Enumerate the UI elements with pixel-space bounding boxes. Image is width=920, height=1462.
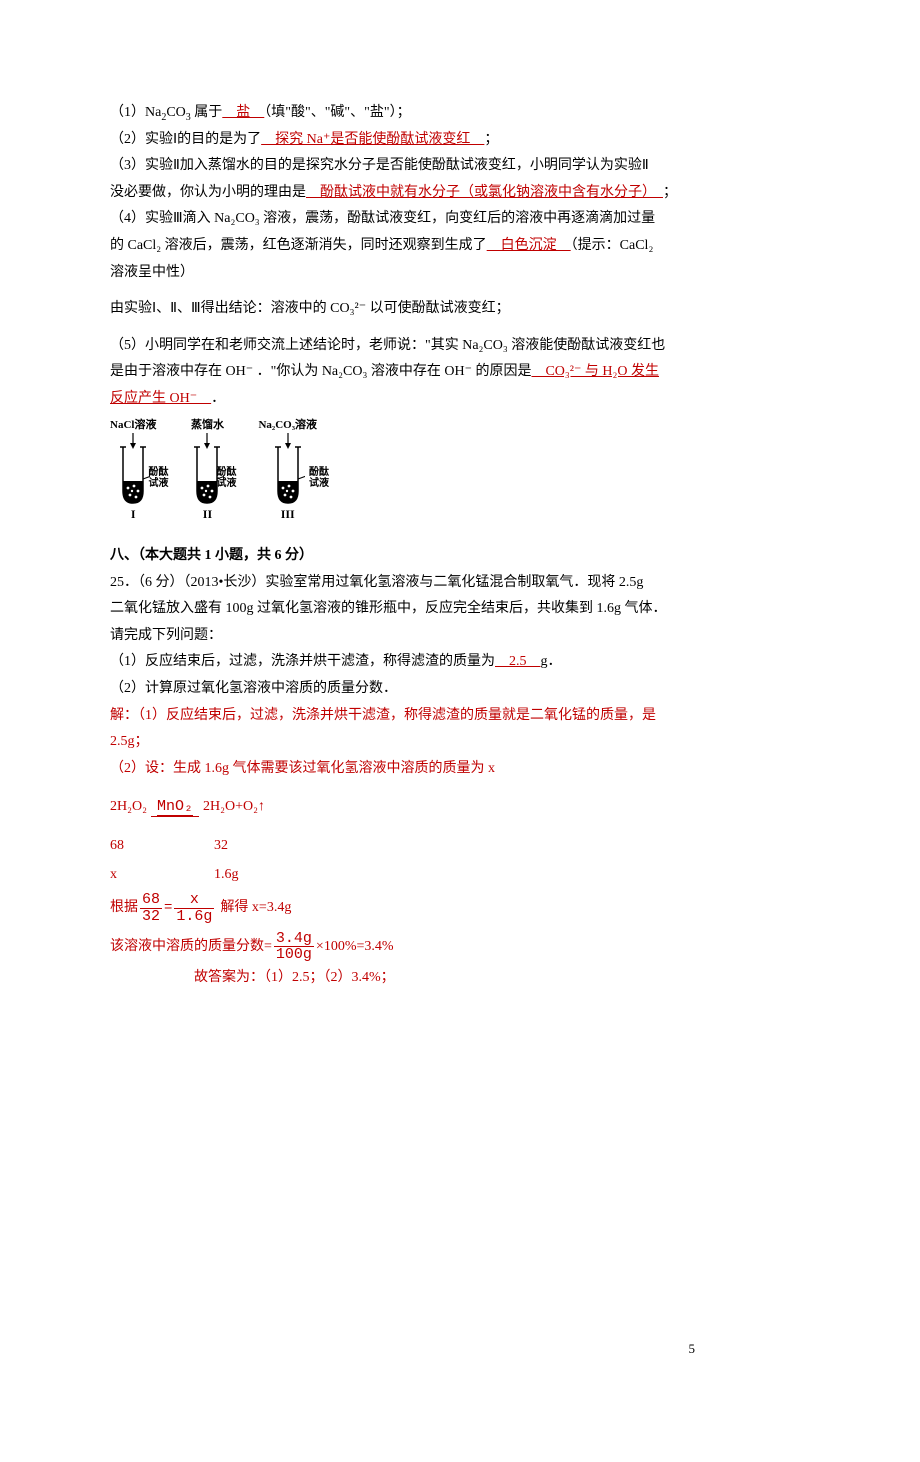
text: （1）Na xyxy=(110,105,161,120)
page-number: 5 xyxy=(689,1337,696,1362)
test-tube-icon xyxy=(271,433,305,505)
chemical-equation: 2H₂O₂ MnO₂ 2H₂O+O₂↑ xyxy=(110,794,810,821)
q24-part4-line1: （4）实验Ⅲ滴入 Na₂CO₃ 溶液，震荡，酚酞试液变红，向变红后的溶液中再逐滴… xyxy=(110,206,810,233)
value: 32 xyxy=(214,833,228,860)
value: x xyxy=(110,862,124,889)
tube-label-bottom: III xyxy=(281,507,295,521)
label-line: 酚酞 xyxy=(216,467,236,478)
value: 1.6g xyxy=(214,862,239,889)
eq-arrow-block: MnO₂ xyxy=(151,799,199,818)
answer-blank: 探究 Na⁺是否能使酚酞试液变红 xyxy=(261,132,484,147)
sol-line3: （2）设：生成 1.6g 气体需要该过氧化氢溶液中溶质的质量为 x xyxy=(110,756,810,783)
tube-label-bottom: II xyxy=(203,507,212,521)
denominator: 32 xyxy=(140,908,162,925)
question-25: 25．（6 分）（2013•长沙）实验室常用过氧化氢溶液与二氧化锰混合制取氧气．… xyxy=(110,570,810,703)
text: ×100%=3.4% xyxy=(316,934,394,961)
section-8-header: 八、（本大题共 1 小题，共 6 分） xyxy=(110,543,810,570)
text: CO xyxy=(166,105,185,120)
answer-blank: 白色沉淀 xyxy=(487,238,571,253)
catalyst-label: MnO₂ xyxy=(157,799,193,817)
tube-side-label: 酚酞 试液 xyxy=(216,467,236,489)
answer-blank: 酚酞试液中就有水分子（或氯化钠溶液中含有水分子） xyxy=(306,185,663,200)
final-answer: 故答案为：（1）2.5；（2）3.4%； xyxy=(194,965,810,992)
answer-blank: 盐 xyxy=(222,105,264,120)
text: （填"酸"、"碱"、"盐"）； xyxy=(264,105,410,120)
q25-line1: 25．（6 分）（2013•长沙）实验室常用过氧化氢溶液与二氧化锰混合制取氧气．… xyxy=(110,570,810,597)
denominator: 1.6g xyxy=(174,908,214,925)
tube-label-top: Na₂CO₃溶液 xyxy=(258,419,317,432)
q24-part3-line2: 没必要做，你认为小明的理由是 酚酞试液中就有水分子（或氯化钠溶液中含有水分子） … xyxy=(110,180,810,207)
q24-part2: （2）实验Ⅰ的目的是为了 探究 Na⁺是否能使酚酞试液变红 ； xyxy=(110,127,810,154)
text: 的 CaCl₂ 溶液后，震荡，红色逐渐消失，同时还观察到生成了 xyxy=(110,238,487,253)
text: （1）反应结束后，过滤，洗涤并烘干滤渣，称得滤渣的质量为 xyxy=(110,654,495,669)
text: （2）实验Ⅰ的目的是为了 xyxy=(110,132,261,147)
answer-blank: 2.5 xyxy=(495,654,541,669)
tube-label-top: 蒸馏水 xyxy=(191,419,224,432)
numerator: 68 xyxy=(140,892,162,908)
label-line: 试液 xyxy=(148,478,168,489)
sol-line2: 2.5g； xyxy=(110,729,810,756)
text: 没必要做，你认为小明的理由是 xyxy=(110,185,306,200)
numerator: 3.4g xyxy=(274,931,314,947)
eq-right: 2H₂O+O₂↑ xyxy=(203,794,265,821)
q24-part5-line3: 反应产生 OH⁻ ． xyxy=(110,386,810,413)
denominator: 100g xyxy=(274,946,314,963)
q24-part5-line1: （5）小明同学在和老师交流上述结论时，老师说："其实 Na₂CO₃ 溶液能使酚酞… xyxy=(110,333,810,360)
stoich-row-1: 68 32 xyxy=(110,833,810,860)
tube-side-label: 酚酞 试液 xyxy=(309,467,329,489)
label-line: 试液 xyxy=(216,478,236,489)
answer-blank: 反应产生 OH⁻ xyxy=(110,391,211,406)
eq-left: 2H₂O₂ xyxy=(110,794,147,821)
tube-group-1: NaCl溶液 I 酚酞 试液 xyxy=(110,419,168,522)
test-tubes-figure: NaCl溶液 I 酚酞 试液 蒸馏水 xyxy=(110,419,810,522)
equals-sign: = xyxy=(164,895,172,922)
fraction: x 1.6g xyxy=(174,892,214,925)
text: 该溶液中溶质的质量分数= xyxy=(110,934,272,961)
answer-blank: CO₃²⁻ 与 H₂O 发生 xyxy=(531,364,659,379)
text: ； xyxy=(663,185,677,200)
q24-part3-line1: （3）实验Ⅱ加入蒸馏水的目的是探究水分子是否能使酚酞试液变红，小明同学认为实验Ⅱ xyxy=(110,153,810,180)
tube-group-2: 蒸馏水 II 酚酞 试液 xyxy=(190,419,236,522)
fraction: 68 32 xyxy=(140,892,162,925)
solution-block: 解：（1）反应结束后，过滤，洗涤并烘干滤渣，称得滤渣的质量就是二氧化锰的质量，是… xyxy=(110,703,810,992)
double-line-icon xyxy=(151,816,199,817)
label-line: 酚酞 xyxy=(309,467,329,478)
stoich-row-2: x 1.6g xyxy=(110,862,810,889)
tube-side-label: 酚酞 试液 xyxy=(148,467,168,489)
label-line: 试液 xyxy=(309,478,329,489)
tube-group-3: Na₂CO₃溶液 III 酚酞 试液 xyxy=(258,419,329,522)
text: ； xyxy=(484,132,498,147)
q24-part4-line2: 的 CaCl₂ 溶液后，震荡，红色逐渐消失，同时还观察到生成了 白色沉淀 （提示… xyxy=(110,233,810,260)
value: 68 xyxy=(110,833,124,860)
question-24: （1）Na2CO3 属于 盐 （填"酸"、"碱"、"盐"）； （2）实验Ⅰ的目的… xyxy=(110,100,810,413)
q25-line3: 请完成下列问题： xyxy=(110,623,810,650)
ratio-line: 根据 68 32 = x 1.6g 解得 x=3.4g xyxy=(110,892,810,925)
text: ． xyxy=(211,391,225,406)
q24-part4-line3: 溶液呈中性） xyxy=(110,260,810,287)
test-tube-icon xyxy=(116,433,150,505)
percentage-line: 该溶液中溶质的质量分数= 3.4g 100g ×100%=3.4% xyxy=(110,931,810,964)
text: 根据 xyxy=(110,895,138,922)
text: 是由于溶液中存在 OH⁻ ．"你认为 Na₂CO₃ 溶液中存在 OH⁻ 的原因是 xyxy=(110,364,531,379)
text: （提示：CaCl₂ xyxy=(571,238,654,253)
q24-part1: （1）Na2CO3 属于 盐 （填"酸"、"碱"、"盐"）； xyxy=(110,100,810,127)
numerator: x xyxy=(188,892,201,908)
q25-line2: 二氧化锰放入盛有 100g 过氧化氢溶液的锥形瓶中，反应完全结束后，共收集到 1… xyxy=(110,596,810,623)
tube-label-top: NaCl溶液 xyxy=(110,419,156,432)
label-line: 酚酞 xyxy=(148,467,168,478)
text: 解得 x=3.4g xyxy=(220,895,291,922)
q24-part5-line2: 是由于溶液中存在 OH⁻ ．"你认为 Na₂CO₃ 溶液中存在 OH⁻ 的原因是… xyxy=(110,359,810,386)
sol-line1: 解：（1）反应结束后，过滤，洗涤并烘干滤渣，称得滤渣的质量就是二氧化锰的质量，是 xyxy=(110,703,810,730)
q25-part1: （1）反应结束后，过滤，洗涤并烘干滤渣，称得滤渣的质量为 2.5 g． xyxy=(110,649,810,676)
q25-part2: （2）计算原过氧化氢溶液中溶质的质量分数． xyxy=(110,676,810,703)
tube-label-bottom: I xyxy=(131,507,136,521)
text: 属于 xyxy=(191,105,223,120)
q24-middle-conclusion: 由实验Ⅰ、Ⅱ、Ⅲ得出结论：溶液中的 CO₃²⁻ 以可使酚酞试液变红； xyxy=(110,296,810,323)
fraction: 3.4g 100g xyxy=(274,931,314,964)
text: g． xyxy=(541,654,562,669)
